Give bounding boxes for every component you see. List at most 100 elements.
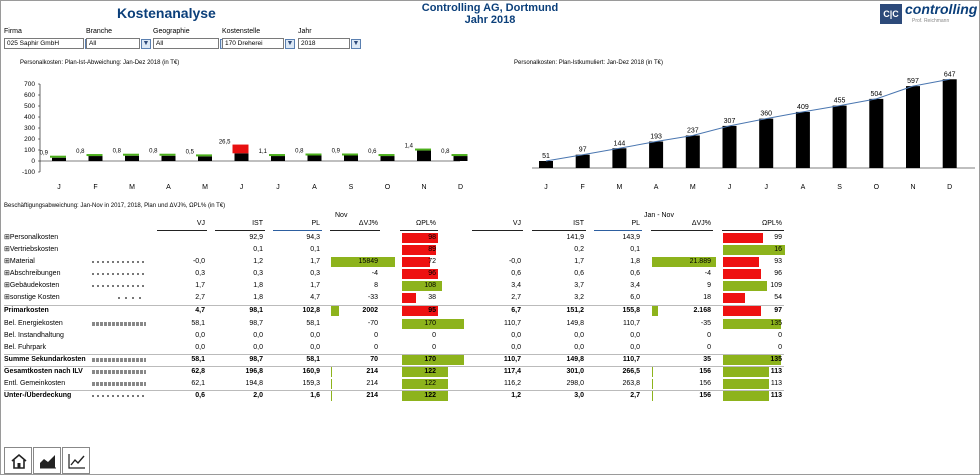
deviation-bar [86,154,103,157]
data-label: 193 [650,134,662,141]
cell-pl: 1,7 [310,258,320,265]
filter-funnel-icon[interactable]: ▼ [141,39,151,49]
cell-ist: 1,2 [253,258,263,265]
x-tick-label: A [801,184,806,191]
row-label[interactable]: Summe Sekundarkosten [4,356,86,363]
cell-dvj2: 156 [699,368,711,375]
x-tick-label: S [837,184,842,191]
column-header: VJ [512,220,521,227]
row-label[interactable]: Bel. Instandhaltung [4,332,64,339]
cumulative-bar [539,161,553,168]
line-chart-button[interactable] [62,447,90,474]
x-tick-label: M [129,184,135,191]
deviation-bar [269,154,285,157]
x-tick-label: A [166,184,171,191]
cumulative-bar [869,98,884,168]
row-label[interactable]: ⊞Abschreibungen [4,270,61,277]
y-tick-label: 200 [24,136,35,143]
omega-pl-bar [402,355,464,365]
column-header-rule [273,230,322,231]
cell-ist: 2,0 [253,392,263,399]
cell-dvj: -4 [371,270,378,277]
cell-ist2: 301,0 [566,368,584,375]
filter-funnel-icon[interactable]: ▼ [285,39,295,49]
filter-funnel-icon[interactable]: ▼ [351,39,361,49]
ist-bar [125,155,139,161]
x-tick-label: J [57,184,61,191]
sparkline [92,261,146,263]
filter-select[interactable]: All [153,38,219,49]
column-header-rule [215,230,265,231]
cumulative-bar [832,105,847,168]
data-label: 0,5 [186,149,195,155]
table-row: ⊞Abschreibungen 0,3 0,3 0,3 0,6 0,6 0,6 -4 -4 96 9… [0,268,980,280]
data-label: 1,4 [405,144,414,150]
cell-ist2: 149,8 [566,356,584,363]
cell-ist: 92,9 [249,234,263,241]
table-row: ⊞Gebäudekosten 1,7 1,8 1,7 3,4 3,7 3,4 8 9 108 109 [0,280,980,292]
table-row: ⊞Vertriebskosten 0,1 0,1 0,2 0,1 89 16 [0,244,980,256]
data-label: 647 [944,71,956,78]
cell-dvj2: -35 [700,320,711,327]
chart1-title: Personalkosten: Plan-Ist-Abweichung: Jan… [20,60,180,66]
filter-1: Branche All ▼ [86,28,151,49]
sparkline [118,297,142,299]
omega-pl-bar [723,269,761,279]
row-label[interactable]: Bel. Fuhrpark [4,344,47,351]
column-header-rule [330,230,380,231]
cumulative-bar [942,79,957,168]
ist-bar [52,157,66,161]
row-label[interactable]: Gesamtkosten nach ILV [4,368,83,375]
cell-opl2: 93 [774,258,782,265]
row-label[interactable]: ⊞Vertriebskosten [4,246,59,253]
x-tick-label: J [240,184,244,191]
filter-3: Kostenstelle 170 Dreherei ▼ [222,28,295,49]
x-tick-label: J [544,184,548,191]
x-tick-label: M [616,184,622,191]
omega-pl-bar [723,379,769,389]
cell-opl2: 113 [770,380,782,387]
cell-ist2: 151,2 [566,307,584,314]
cell-opl: 122 [424,380,436,387]
x-tick-label: F [581,184,585,191]
cell-pl: 58,1 [306,356,320,363]
cell-dvj2: 9 [707,282,711,289]
cell-pl2: 3,4 [630,282,640,289]
table-row: Bel. Energiekosten 58,1 98,7 58,1 110,7 149,8… [0,318,980,330]
row-label[interactable]: Unter-/Überdeckung [4,392,72,399]
row-label[interactable]: ⊞sonstige Kosten [4,294,60,301]
row-label[interactable]: ⊞Gebäudekosten [4,282,60,289]
row-label[interactable]: Primarkosten [4,307,49,314]
filter-select[interactable]: 025 Saphir GmbH [4,38,84,49]
group-header-nov: Nov [335,212,348,219]
row-label[interactable]: ⊞Personalkosten [4,234,59,241]
home-button[interactable] [4,447,32,474]
plan-ist-cumulative-chart: 51 J 97 F 144 M 193 A 237 M 307 J 360 J 409 A 455 S 504 O 59… [532,71,975,191]
cell-opl: 170 [424,320,436,327]
column-header: VJ [196,220,205,227]
table-row: Summe Sekundarkosten 58,1 98,7 58,1 110,7 149… [0,354,980,366]
cell-vj: 0,0 [195,332,205,339]
cell-opl2: 135 [770,320,782,327]
filter-select[interactable]: All [86,38,140,49]
omega-pl-bar [402,257,430,267]
cell-opl: 95 [428,307,436,314]
row-label[interactable]: ⊞Material [4,258,35,265]
row-label[interactable]: Bel. Energiekosten [4,320,63,327]
cell-opl2: 135 [770,356,782,363]
home-icon [11,453,27,469]
row-label[interactable]: Entl. Gemeinkosten [4,380,66,387]
omega-pl-bar [723,293,745,303]
filter-select[interactable]: 2018 [298,38,350,49]
row-separator [4,366,784,367]
omega-pl-bar [723,281,767,291]
filter-select[interactable]: 170 Dreherei [222,38,284,49]
y-tick-label: 700 [24,81,35,88]
data-label: 0,8 [76,149,85,155]
area-chart-button[interactable] [33,447,61,474]
ist-bar [88,156,103,161]
cell-ist: 194,8 [245,380,263,387]
logo-sub: Prof. Reichmann [912,18,950,24]
cell-vj: 4,7 [195,307,205,314]
cell-vj: 0,0 [195,344,205,351]
